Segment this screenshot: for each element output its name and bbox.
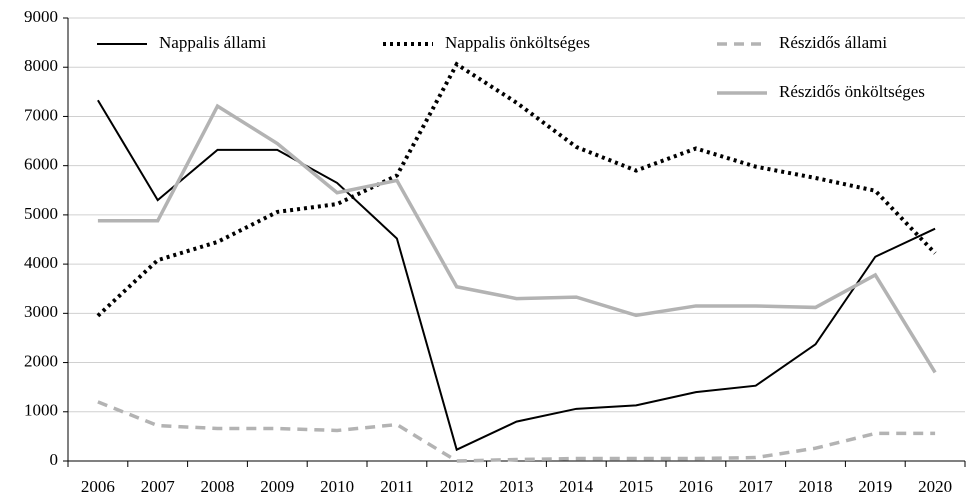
y-tick-label: 5000 [24,204,58,223]
y-tick-label: 3000 [24,302,58,321]
x-tick-label: 2016 [679,477,713,496]
x-tick-label: 2015 [619,477,653,496]
y-tick-label: 8000 [24,56,58,75]
series-line [96,61,937,318]
y-tick-label: 1000 [24,401,58,420]
x-tick-label: 2018 [799,477,833,496]
y-tick-label: 2000 [24,351,58,370]
x-tick-label: 2010 [320,477,354,496]
x-tick-label: 2008 [201,477,235,496]
y-tick-label: 0 [50,450,59,469]
x-tick-label: 2011 [380,477,413,496]
x-tick-label: 2020 [918,477,952,496]
legend-label: Nappalis állami [159,33,266,52]
x-tick-label: 2007 [141,477,176,496]
legend-label: Részidős önköltséges [779,82,925,101]
series-line [97,103,937,374]
x-tick-label: 2006 [81,477,115,496]
x-tick-label: 2013 [500,477,534,496]
x-tick-label: 2019 [858,477,892,496]
x-tick-label: 2017 [739,477,774,496]
y-tick-label: 4000 [24,253,58,272]
series-line [97,400,936,463]
legend-label: Nappalis önköltséges [445,33,590,52]
y-tick-label: 9000 [24,7,58,26]
series-line [97,99,936,452]
x-tick-label: 2012 [440,477,474,496]
x-tick-label: 2014 [559,477,594,496]
x-tick-label: 2009 [260,477,294,496]
y-tick-label: 6000 [24,155,58,174]
legend-label: Részidős állami [779,33,887,52]
y-tick-label: 7000 [24,105,58,124]
